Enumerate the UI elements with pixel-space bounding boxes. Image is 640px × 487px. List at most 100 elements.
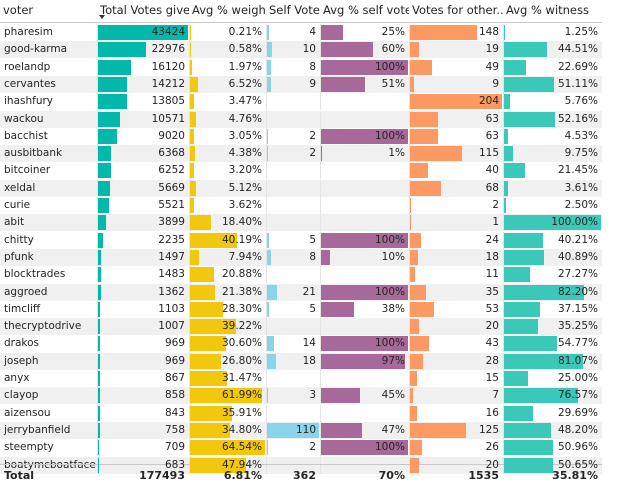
table-row[interactable]: thecryptodrive 1007 39.22% 20 35.25%	[0, 318, 602, 336]
cell-votes_other: 40	[409, 162, 503, 179]
cell-votes_other: 7	[409, 387, 503, 404]
cell-value: 115	[478, 147, 499, 160]
table-row[interactable]: anyx 867 31.47% 15 25.00%	[0, 370, 602, 387]
table-row[interactable]: joseph 969 26.80% 18 97% 28 81.07%	[0, 352, 602, 370]
cell-value: 2235	[158, 233, 185, 246]
column-header-avg_weight[interactable]: Avg % weight	[189, 0, 266, 22]
cell-votes_other: 19	[409, 41, 503, 58]
table-row[interactable]: abit 3899 18.40% 1 100.00%	[0, 214, 602, 232]
cell-self_votes: 8	[266, 59, 320, 76]
table-row[interactable]: jerrybanfield 758 34.80% 110 47% 125 48.20%	[0, 421, 602, 439]
cell-avg_weight: 1.97%	[189, 59, 266, 76]
table-row[interactable]: boatymcboatface 683 47.94% 20 50.65%	[0, 456, 602, 474]
cell-avg_weight: 5.12%	[189, 180, 266, 197]
table-row[interactable]: roelandp 16120 1.97% 8 100% 49 22.69%	[0, 58, 602, 76]
total-value: 70%	[378, 469, 405, 482]
table-row[interactable]: ihashfury 13805 3.47% 204 5.76%	[0, 93, 602, 111]
cell-value: 30.60%	[221, 337, 262, 350]
bar-avg_witness	[504, 388, 579, 404]
bar-avg_witness	[504, 353, 583, 369]
column-divider	[320, 197, 321, 214]
table-row[interactable]: pfunk 1497 7.94% 8 10% 18 40.89%	[0, 248, 602, 266]
cell-voter: bitcoiner	[0, 162, 101, 179]
bar-avg_weight	[190, 128, 194, 144]
column-divider	[97, 110, 98, 128]
cell-value: 13805	[151, 95, 185, 108]
cell-value: 858	[164, 389, 185, 402]
column-header-voter[interactable]: voter	[0, 0, 97, 22]
cell-value: 10571	[151, 112, 185, 125]
column-divider	[266, 214, 267, 232]
column-divider	[503, 93, 504, 111]
bar-total_votes	[98, 163, 111, 179]
column-header-votes_other[interactable]: Votes for other...	[409, 0, 503, 22]
column-divider	[266, 404, 267, 422]
cell-self_votes	[266, 318, 320, 335]
cell-value: 100%	[374, 285, 405, 298]
table-row[interactable]: curie 5521 3.62% 2 2.50%	[0, 197, 602, 214]
cell-avg_weight: 61.99%	[189, 387, 266, 404]
table-row[interactable]: cervantes 14212 6.52% 9 51% 9 51.11%	[0, 75, 602, 93]
table-row[interactable]: ausbitbank 6368 4.38% 2 1% 115 9.75%	[0, 145, 602, 163]
column-header-avg_self[interactable]: Avg % self votes	[320, 0, 409, 22]
cell-voter: good-karma	[0, 41, 101, 58]
table-row[interactable]: blocktrades 1483 20.88% 11 27.27%	[0, 266, 602, 284]
bar-avg_weight	[190, 336, 226, 352]
cell-votes_other: 49	[409, 59, 503, 76]
cell-value: 63	[485, 129, 499, 142]
cell-value: 843	[164, 406, 185, 419]
cell-value: 35.91%	[221, 406, 262, 419]
bar-votes_other	[410, 405, 418, 421]
cell-self_votes	[266, 111, 320, 128]
table-row[interactable]: good-karma 22976 0.58% 10 60% 19 44.51%	[0, 41, 602, 59]
cell-value: 38%	[381, 302, 405, 315]
column-header-self_votes[interactable]: Self Votes	[266, 0, 320, 22]
bar-avg_witness	[504, 94, 510, 110]
table-row[interactable]: aizensou 843 35.91% 16 29.69%	[0, 404, 602, 422]
cell-value: 9020	[158, 129, 185, 142]
cell-value: 3.47%	[228, 95, 262, 108]
table-row[interactable]: chitty 2235 40.19% 5 100% 24 40.21%	[0, 231, 602, 249]
cell-value	[405, 407, 409, 419]
table-row[interactable]: bacchist 9020 3.05% 2 100% 63 4.53%	[0, 127, 602, 145]
bar-avg_witness	[504, 25, 506, 40]
column-divider	[409, 75, 410, 93]
column-header-total_votes[interactable]: Total Votes given	[97, 0, 189, 22]
sort-descending-icon[interactable]	[99, 15, 105, 19]
cell-self_votes: 3	[266, 387, 320, 404]
table-row[interactable]: clayop 858 61.99% 3 45% 7 76.57%	[0, 387, 602, 405]
table-row[interactable]: wackou 10571 4.76% 63 52.16%	[0, 110, 602, 128]
bar-total_votes	[98, 198, 110, 213]
column-divider	[97, 248, 98, 266]
table-row[interactable]: bitcoiner 6252 3.20% 40 21.45%	[0, 162, 602, 180]
bar-avg_witness	[504, 76, 554, 92]
cell-value: 1103	[158, 302, 185, 315]
table-row[interactable]: timcliff 1103 28.30% 5 38% 53 37.15%	[0, 300, 602, 318]
cell-value: 50.65%	[557, 458, 598, 471]
table-row[interactable]: aggroed 1362 21.38% 21 100% 35 82.20%	[0, 283, 602, 301]
column-header-avg_witness[interactable]: Avg % witness	[503, 0, 602, 22]
cell-value: bacchist	[4, 129, 48, 142]
table-row[interactable]: drakos 969 30.60% 14 100% 43 54.77%	[0, 335, 602, 353]
cell-self_votes: 2	[266, 145, 320, 162]
column-divider	[320, 145, 321, 163]
cell-value: bitcoiner	[4, 164, 51, 177]
cell-value: 100%	[374, 129, 405, 142]
bar-avg_weight	[190, 319, 236, 335]
cell-self_votes	[266, 266, 320, 283]
cell-avg_weight: 30.60%	[189, 335, 266, 352]
column-divider	[503, 214, 504, 232]
column-divider	[97, 404, 98, 422]
cell-votes_other: 148	[409, 24, 503, 41]
cell-value: anyx	[4, 372, 30, 384]
bar-self_votes	[267, 59, 271, 75]
table-row[interactable]: pharesim 43424 0.21% 4 25% 148 1.25%	[0, 24, 602, 41]
cell-avg_weight: 34.80%	[189, 422, 266, 439]
table-row[interactable]: xeldal 5669 5.12% 68 3.61%	[0, 179, 602, 197]
cell-avg_witness: 4.53%	[503, 128, 602, 145]
column-divider	[409, 197, 410, 214]
table-row[interactable]: steempty 709 64.54% 2 100% 26 50.96%	[0, 439, 602, 457]
cell-avg_witness: 82.20%	[503, 284, 602, 301]
cell-value: 40	[485, 164, 499, 177]
cell-value: 7.94%	[228, 250, 262, 263]
